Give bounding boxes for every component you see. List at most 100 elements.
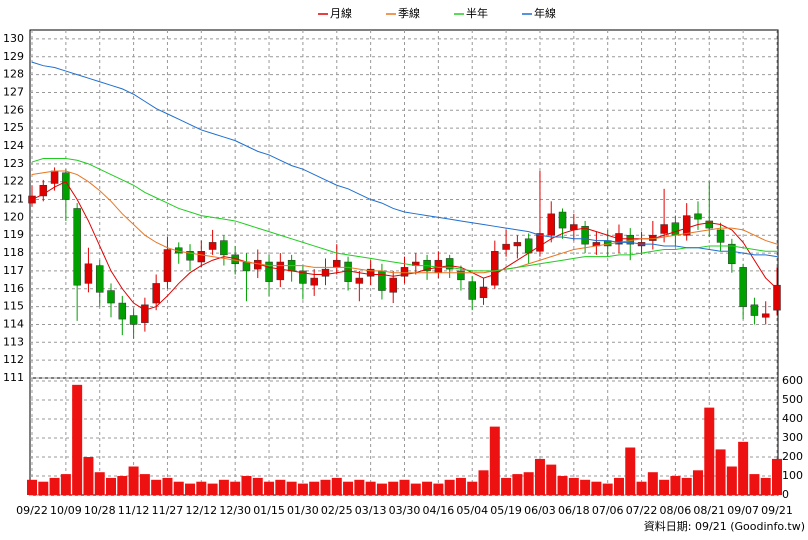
volume-bar (207, 483, 218, 495)
volume-bar (376, 483, 387, 495)
volume-bar (647, 472, 658, 495)
candle-body (163, 249, 172, 282)
x-tick-label: 09/22 (16, 504, 48, 517)
volume-bar (196, 481, 207, 495)
y-tick-label: 125 (3, 121, 24, 134)
volume-bar (60, 474, 71, 495)
candle-body (739, 267, 747, 307)
y-tick-label: 130 (3, 32, 24, 45)
candle-body (479, 286, 488, 298)
candle-body (242, 261, 251, 272)
volume-bar (772, 458, 782, 495)
ma-line (31, 61, 778, 258)
y2-tick-label: 600 (782, 374, 803, 387)
candle-body (197, 251, 206, 263)
y-tick-label: 111 (3, 371, 24, 384)
volume-bar (128, 466, 139, 495)
y-tick-label: 115 (3, 300, 24, 313)
candle-body (95, 265, 104, 293)
candle-body (299, 270, 307, 284)
x-tick-label: 06/18 (558, 504, 590, 517)
candle-body (773, 284, 781, 311)
candle-body (547, 213, 555, 236)
candle-body (400, 267, 409, 277)
candle-body (186, 251, 194, 261)
volume-bar (151, 479, 162, 495)
candle-body (524, 238, 533, 254)
candle-body (378, 270, 386, 291)
candle-body (671, 222, 680, 236)
candle-body (73, 208, 81, 286)
candle-body (84, 263, 93, 284)
candle-body (728, 243, 736, 265)
volume-bar (738, 441, 749, 495)
volume-bar (681, 477, 692, 495)
volume-bar (534, 458, 545, 495)
volume-bar (275, 479, 286, 495)
x-tick-label: 10/28 (84, 504, 116, 517)
candle-body (705, 220, 714, 229)
candle-body (141, 304, 149, 323)
candle-body (468, 281, 476, 300)
x-tick-label: 01/15 (253, 504, 285, 517)
x-tick-label: 09/21 (761, 504, 793, 517)
volume-bar (523, 472, 534, 495)
volume-bar (467, 481, 478, 495)
volume-bar (670, 476, 681, 495)
volume-bar (218, 479, 229, 495)
volume-bar (568, 477, 579, 495)
ma-line (31, 170, 778, 274)
candle-body (333, 259, 341, 268)
y2-tick-label: 400 (782, 412, 803, 425)
y-tick-label: 121 (3, 193, 24, 206)
volume-bar (365, 481, 376, 495)
volume-bar (749, 474, 760, 495)
volume-bar (320, 479, 331, 495)
candle-body (457, 270, 465, 281)
volume-bar (489, 426, 500, 495)
candle-body (39, 185, 48, 197)
volume-bar (185, 483, 196, 495)
y-tick-label: 119 (3, 228, 24, 241)
y-tick-label: 118 (3, 246, 24, 259)
x-tick-label: 11/12 (118, 504, 150, 517)
y2-tick-label: 0 (782, 488, 789, 501)
volume-bar (399, 479, 410, 495)
volume-bar (388, 481, 399, 495)
candle-body (389, 277, 397, 293)
candle-body (321, 268, 330, 277)
candle-body (366, 268, 375, 277)
volume-bar (580, 479, 591, 495)
volume-bar (38, 481, 49, 495)
volume-bar (501, 477, 512, 495)
candle-body (694, 213, 702, 220)
candle-body (152, 283, 160, 304)
candle-body (276, 261, 285, 281)
volume-bar (410, 483, 421, 495)
candle-body (491, 251, 499, 286)
volume-bar (715, 449, 726, 495)
y-tick-label: 122 (3, 175, 24, 188)
volume-bar (692, 470, 703, 495)
y-tick-label: 127 (3, 85, 24, 98)
candle-body (558, 211, 567, 229)
candle-body (716, 229, 725, 243)
legend-label: 月線 (330, 6, 352, 20)
x-tick-label: 08/21 (693, 504, 725, 517)
candle-body (220, 240, 228, 256)
volume-bar (422, 481, 433, 495)
x-tick-label: 09/07 (727, 504, 759, 517)
legend-label: 半年 (466, 6, 488, 20)
volume-bar (230, 481, 241, 495)
y-tick-label: 126 (3, 103, 24, 116)
y2-tick-label: 500 (782, 393, 803, 406)
volume-bar (83, 457, 94, 495)
x-tick-label: 12/30 (219, 504, 251, 517)
candle-body (660, 224, 668, 234)
x-tick-label: 07/06 (592, 504, 624, 517)
volume-bar (309, 481, 320, 495)
x-tick-label: 10/09 (50, 504, 82, 517)
volume-bar (49, 477, 60, 495)
volume-bar (94, 472, 105, 495)
